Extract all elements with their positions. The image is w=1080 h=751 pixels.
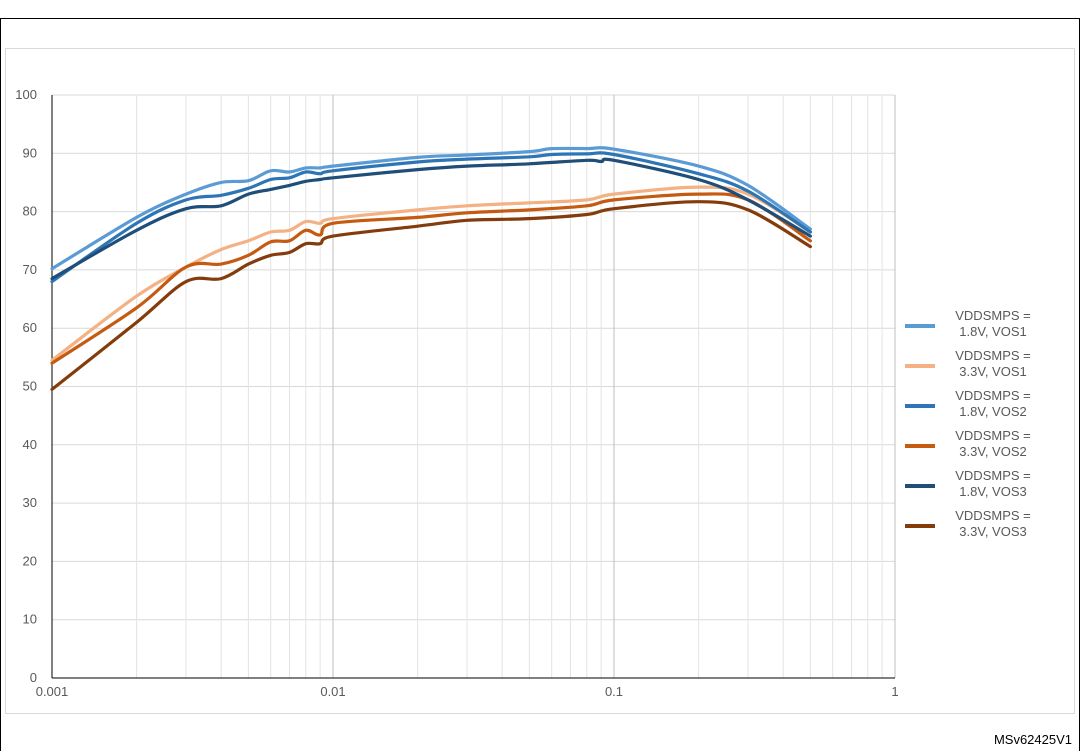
x-tick-label: 0.1 [605, 684, 623, 699]
legend: VDDSMPS = 1.8V, VOS1 VDDSMPS = 3.3V, VOS1 VD… [905, 308, 1031, 539]
y-tick-label: 100 [15, 87, 37, 102]
legend-label: VDDSMPS = 3.3V, VOS3 [955, 508, 1031, 539]
y-tick-label: 30 [23, 495, 37, 510]
legend-label: VDDSMPS = 1.8V, VOS1 [955, 308, 1031, 339]
figure-reference: MSv62425V1 [993, 732, 1072, 747]
series-line-4 [50, 192, 812, 365]
figure-border [0, 18, 1080, 751]
x-tick-label: 1 [891, 684, 898, 699]
legend-label: VDDSMPS = 1.8V, VOS3 [955, 468, 1031, 499]
y-tick-label: 90 [23, 145, 37, 160]
y-tick-label: 10 [23, 612, 37, 627]
legend-label: VDDSMPS = 3.3V, VOS1 [955, 348, 1031, 379]
series-line-2 [50, 185, 812, 362]
chart-area-border [5, 48, 1075, 714]
y-tick-label: 80 [23, 204, 37, 219]
legend-label: VDDSMPS = 1.8V, VOS2 [955, 388, 1031, 419]
x-tick-label: 0.01 [320, 684, 345, 699]
series-line-1 [50, 146, 812, 271]
y-tick-label: 70 [23, 262, 37, 277]
series-line-5 [50, 157, 812, 281]
axes: 0 10 20 30 40 50 60 70 80 90 100 0.001 0.01 0.1 1 [15, 87, 898, 699]
y-tick-label: 50 [23, 379, 37, 394]
y-tick-label: 0 [30, 670, 37, 685]
legend-label: VDDSMPS = 3.3V, VOS2 [955, 428, 1031, 459]
y-tick-label: 40 [23, 437, 37, 452]
series-line-3 [50, 151, 812, 284]
series-line-6 [50, 200, 812, 391]
y-tick-label: 60 [23, 320, 37, 335]
y-tick-label: 20 [23, 553, 37, 568]
x-tick-label: 0.001 [36, 684, 69, 699]
grid [51, 94, 896, 678]
series-lines [50, 146, 812, 391]
